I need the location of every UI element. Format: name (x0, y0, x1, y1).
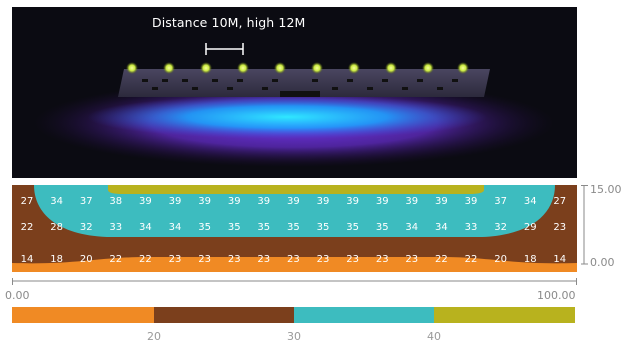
illuminance-value: 39 (228, 196, 241, 207)
illuminance-value: 23 (169, 254, 182, 265)
illuminance-value: 35 (257, 222, 270, 233)
illuminance-value: 28 (50, 222, 63, 233)
legend-segment (294, 307, 434, 323)
legend-label: 20 (147, 330, 161, 343)
illuminance-value: 22 (435, 254, 448, 265)
y-bottom-label: 0.00 (590, 256, 615, 269)
illuminance-values: 27 34 37 38 39 39 39 39 39 39 39 39 39 39 39 39 37 34 27 22… (21, 196, 567, 265)
illuminance-value: 34 (435, 222, 448, 233)
illuminance-value: 39 (257, 196, 270, 207)
x-axis (12, 278, 577, 290)
illuminance-value: 14 (553, 254, 566, 265)
illuminance-map-svg: 27 34 37 38 39 39 39 39 39 39 39 39 39 39 39 39 37 34 27 22… (12, 185, 577, 272)
lamp-row (126, 62, 469, 74)
illuminance-value: 27 (553, 196, 566, 207)
illuminance-value: 33 (465, 222, 478, 233)
illuminance-value: 39 (139, 196, 152, 207)
illuminance-value: 38 (109, 196, 122, 207)
illuminance-value: 27 (21, 196, 34, 207)
legend-segment (154, 307, 294, 323)
illuminance-value: 34 (139, 222, 152, 233)
x-min-label: 0.00 (5, 289, 30, 302)
illuminance-value: 35 (198, 222, 211, 233)
lighting-render: Distance 10M, high 12M (12, 7, 577, 178)
band-olive (108, 185, 484, 194)
dimension-bracket (205, 43, 244, 55)
x-max-label: 100.00 (537, 289, 576, 302)
illuminance-value: 35 (346, 222, 359, 233)
legend-label: 40 (427, 330, 441, 343)
y-scale: 15.00 0.00 (580, 183, 634, 273)
inner-glow (87, 95, 487, 139)
illuminance-value: 23 (317, 254, 330, 265)
legend-color-bar (12, 307, 575, 323)
illuminance-value: 23 (376, 254, 389, 265)
illuminance-value: 39 (435, 196, 448, 207)
illuminance-value: 32 (494, 222, 507, 233)
illuminance-value: 23 (228, 254, 241, 265)
illuminance-value: 39 (198, 196, 211, 207)
illuminance-value: 18 (50, 254, 63, 265)
illuminance-value: 39 (405, 196, 418, 207)
illuminance-value: 34 (50, 196, 63, 207)
illuminance-value: 39 (346, 196, 359, 207)
illuminance-map: 27 34 37 38 39 39 39 39 39 39 39 39 39 39 39 39 37 34 27 22… (12, 185, 577, 272)
illuminance-value: 32 (80, 222, 93, 233)
illuminance-value: 35 (317, 222, 330, 233)
illuminance-value: 39 (287, 196, 300, 207)
illuminance-value: 39 (376, 196, 389, 207)
illuminance-value: 20 (494, 254, 507, 265)
render-scene (12, 7, 577, 178)
legend-labels: 20 30 40 (12, 330, 575, 343)
illuminance-value: 39 (317, 196, 330, 207)
illuminance-value: 34 (405, 222, 418, 233)
legend-segment (12, 307, 154, 323)
illuminance-value: 23 (553, 222, 566, 233)
illuminance-value: 22 (465, 254, 478, 265)
illuminance-value: 39 (169, 196, 182, 207)
illuminance-value: 29 (524, 222, 537, 233)
illuminance-value: 20 (80, 254, 93, 265)
illuminance-value: 23 (198, 254, 211, 265)
illuminance-value: 23 (287, 254, 300, 265)
illuminance-value: 34 (524, 196, 537, 207)
illuminance-value: 33 (109, 222, 122, 233)
illuminance-value: 35 (228, 222, 241, 233)
illuminance-value: 39 (465, 196, 478, 207)
illuminance-value: 22 (21, 222, 34, 233)
illuminance-value: 23 (405, 254, 418, 265)
legend-label: 30 (287, 330, 301, 343)
y-top-label: 15.00 (590, 183, 622, 196)
illuminance-value: 37 (494, 196, 507, 207)
legend-segment (434, 307, 575, 323)
illuminance-value: 23 (257, 254, 270, 265)
stage-structure (118, 69, 490, 97)
illuminance-value: 37 (80, 196, 93, 207)
illuminance-value: 22 (139, 254, 152, 265)
illuminance-value: 23 (346, 254, 359, 265)
illuminance-value: 22 (109, 254, 122, 265)
illuminance-value: 35 (376, 222, 389, 233)
illuminance-value: 18 (524, 254, 537, 265)
illuminance-value: 34 (169, 222, 182, 233)
band-teal (34, 185, 555, 237)
illuminance-value: 14 (21, 254, 34, 265)
render-caption: Distance 10M, high 12M (152, 15, 306, 30)
illuminance-value: 35 (287, 222, 300, 233)
